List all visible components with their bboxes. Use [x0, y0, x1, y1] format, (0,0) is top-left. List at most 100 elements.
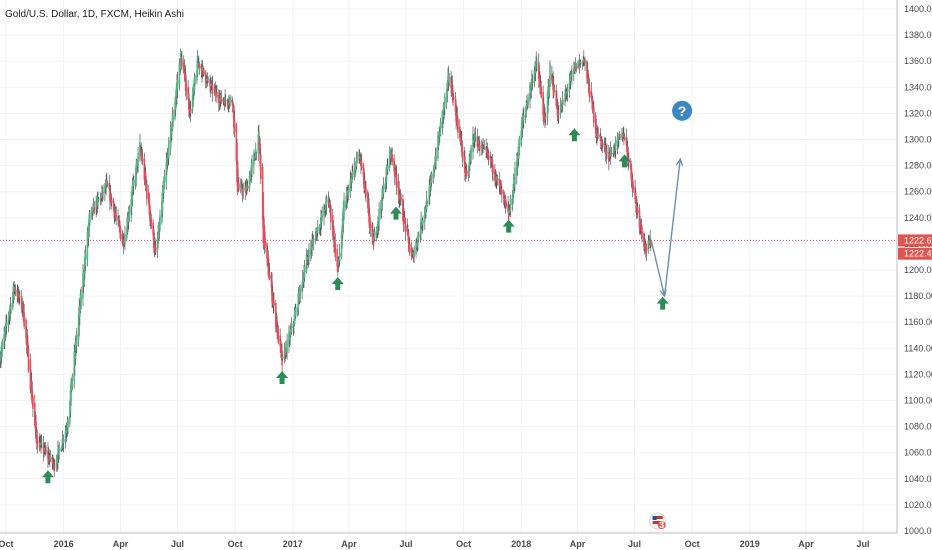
candle: [360, 153, 363, 171]
candle: [58, 441, 61, 460]
candle: [110, 196, 113, 207]
candle: [141, 149, 144, 166]
candle: [483, 139, 486, 150]
price-tick-label: 1160.00: [904, 317, 932, 327]
price-tick-label: 1300.00: [904, 135, 932, 145]
projection-line: [650, 158, 681, 297]
candle: [124, 225, 126, 251]
candle: [571, 65, 573, 86]
candle: [395, 165, 398, 195]
candle: [373, 226, 376, 242]
candle: [61, 430, 64, 452]
candle: [255, 151, 258, 161]
candle: [387, 158, 389, 175]
candle: [500, 180, 503, 203]
candle: [584, 56, 586, 72]
time-tick-label: Oct: [685, 539, 700, 549]
question-marker[interactable]: ?: [672, 100, 693, 121]
candle: [290, 317, 293, 335]
candle: [579, 59, 582, 68]
candle: [115, 206, 117, 226]
candle: [172, 109, 174, 127]
candle: [12, 282, 15, 304]
candle: [198, 61, 201, 75]
time-tick-label: 2018: [511, 539, 531, 549]
candle: [444, 92, 446, 115]
candle: [44, 441, 47, 456]
candle: [150, 213, 153, 230]
candle: [417, 231, 420, 242]
candle: [10, 303, 12, 314]
last-price-tag: 1222.68: [904, 235, 932, 245]
candle: [40, 435, 43, 449]
candle: [490, 156, 492, 168]
price-tick-label: 1100.00: [904, 396, 932, 406]
candle: [540, 80, 543, 99]
candle: [505, 200, 507, 209]
candle: [93, 200, 96, 215]
time-tick-label: 2019: [740, 539, 760, 549]
price-tick-label: 1400.00: [904, 4, 932, 14]
price-tick-label: 1120.00: [904, 369, 932, 379]
candle: [408, 237, 411, 257]
candle: [154, 240, 157, 255]
candle: [518, 135, 521, 156]
candle: [531, 70, 533, 92]
price-tick-label: 1340.00: [904, 82, 932, 92]
candle: [614, 136, 617, 159]
time-tick-label: Oct: [0, 539, 14, 549]
candle: [17, 286, 20, 303]
question-icon[interactable]: [672, 100, 693, 121]
up-arrow-icon: [41, 470, 54, 484]
candle: [273, 292, 275, 314]
candle: [238, 177, 240, 192]
candle: [268, 263, 271, 281]
up-arrow-icon: [390, 206, 403, 220]
candle: [71, 373, 74, 390]
candle: [636, 202, 639, 219]
candle: [391, 147, 394, 166]
candle: [251, 154, 253, 178]
candle: [457, 117, 459, 139]
candle: [596, 125, 599, 142]
candle: [461, 140, 464, 168]
candle: [14, 284, 17, 297]
candle: [606, 143, 608, 159]
candle: [575, 63, 578, 73]
candle: [242, 182, 245, 200]
candle: [494, 169, 497, 187]
candle: [264, 232, 266, 253]
price-tick-label: 1240.00: [904, 213, 932, 223]
event-badge[interactable]: 3: [649, 512, 667, 530]
candle: [426, 200, 429, 207]
candle: [321, 206, 323, 222]
candle: [5, 314, 8, 335]
candle: [80, 286, 82, 310]
candle: [588, 78, 591, 103]
candle: [649, 238, 652, 252]
candle: [220, 90, 223, 104]
candle: [352, 163, 354, 180]
candle: [430, 171, 433, 187]
candle: [365, 181, 367, 202]
candle: [338, 244, 341, 266]
candle: [32, 395, 34, 418]
candle: [23, 303, 25, 330]
candle: [316, 220, 319, 242]
candle: [233, 110, 236, 138]
candle: [299, 284, 302, 304]
candle: [119, 226, 122, 242]
time-tick-label: Jul: [400, 539, 413, 549]
candle: [415, 238, 417, 258]
candle: [36, 429, 39, 454]
price-tick-label: 1280.00: [904, 161, 932, 171]
candle: [413, 245, 415, 264]
candle: [106, 180, 109, 188]
candle: [84, 245, 87, 272]
candle: [479, 140, 481, 157]
candle: [641, 225, 643, 243]
candle: [422, 215, 424, 231]
up-arrow-icon: [618, 154, 631, 168]
candle: [632, 181, 635, 193]
